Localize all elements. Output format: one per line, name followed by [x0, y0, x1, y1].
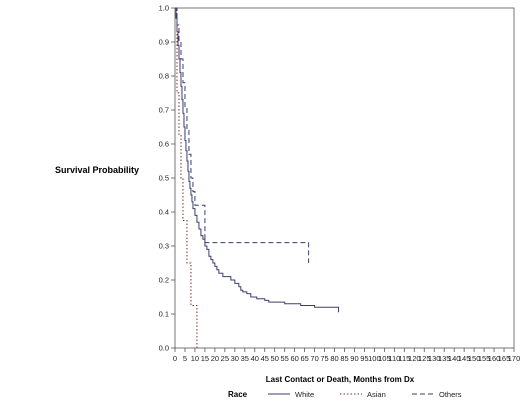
- y-tick-label: 0.1: [159, 310, 169, 319]
- legend-title: Race: [228, 390, 248, 399]
- x-axis: 0 5 10 15 20 25 30 35 40 45 50 55 60 65 70 75 80 85 90 95 10…: [173, 348, 520, 363]
- y-tick-label: 0.8: [159, 72, 169, 81]
- x-tick-label: 30: [231, 354, 239, 363]
- x-tick-label: 10: [191, 354, 199, 363]
- y-axis: 0.0 0.1 0.2 0.3 0.4 0.5 0.6 0.7 0.8 0.9 1.0: [159, 4, 175, 353]
- x-tick-label: 120: [408, 354, 421, 363]
- x-tick-label: 125: [418, 354, 431, 363]
- x-tick-label: 80: [330, 354, 338, 363]
- series-asian-line: [175, 7, 198, 348]
- y-tick-label: 0.7: [159, 106, 169, 115]
- y-tick-label: 1.0: [159, 4, 169, 13]
- x-tick-label: 140: [448, 354, 461, 363]
- x-tick-label: 95: [360, 354, 368, 363]
- x-tick-label: 0: [173, 354, 177, 363]
- x-tick-label: 145: [458, 354, 471, 363]
- x-tick-label: 170: [508, 354, 520, 363]
- x-tick-label: 55: [281, 354, 289, 363]
- x-tick-label: 155: [478, 354, 491, 363]
- x-tick-label: 40: [251, 354, 259, 363]
- legend-label-white: White: [295, 390, 314, 399]
- y-tick-label: 0.0: [159, 344, 169, 353]
- x-tick-label: 135: [438, 354, 451, 363]
- legend: Race White Asian Others: [228, 390, 462, 399]
- series-white-line: [175, 7, 340, 313]
- x-tick-label: 115: [398, 354, 410, 363]
- y-tick-label: 0.4: [159, 208, 169, 217]
- y-tick-label: 0.3: [159, 242, 169, 251]
- x-tick-label: 60: [290, 354, 298, 363]
- x-tick-label: 20: [211, 354, 219, 363]
- x-axis-label: Last Contact or Death, Months from Dx: [266, 375, 415, 384]
- plot-frame: [174, 7, 515, 349]
- x-tick-label: 5: [183, 354, 187, 363]
- x-tick-label: 90: [350, 354, 358, 363]
- x-tick-label: 65: [300, 354, 308, 363]
- x-tick-label: 75: [320, 354, 328, 363]
- y-tick-label: 0.5: [159, 174, 169, 183]
- x-tick-label: 25: [221, 354, 229, 363]
- legend-label-asian: Asian: [367, 390, 386, 399]
- x-tick-label: 15: [201, 354, 209, 363]
- x-tick-label: 105: [378, 354, 391, 363]
- x-tick-label: 150: [468, 354, 481, 363]
- x-tick-label: 85: [340, 354, 348, 363]
- y-tick-label: 0.2: [159, 276, 169, 285]
- legend-label-others: Others: [439, 390, 462, 399]
- x-tick-label: 130: [428, 354, 441, 363]
- x-tick-label: 35: [241, 354, 249, 363]
- x-tick-label: 45: [261, 354, 269, 363]
- series-group: [175, 7, 340, 348]
- x-tick-label: 70: [310, 354, 318, 363]
- y-axis-label: Survival Probability: [55, 165, 139, 175]
- x-tick-label: 50: [271, 354, 279, 363]
- y-tick-label: 0.9: [159, 38, 169, 47]
- x-tick-label: 100: [368, 354, 381, 363]
- x-tick-label: 160: [488, 354, 501, 363]
- series-others-line: [175, 7, 310, 263]
- x-tick-label: 110: [388, 354, 400, 363]
- y-tick-label: 0.6: [159, 140, 169, 149]
- x-tick-label: 165: [498, 354, 511, 363]
